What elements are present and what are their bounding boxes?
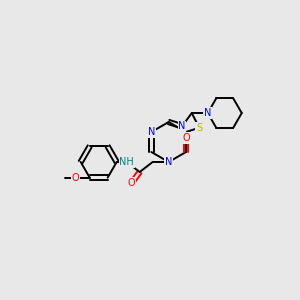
Text: NH: NH: [119, 157, 134, 167]
Text: N: N: [204, 108, 212, 118]
Text: O: O: [128, 178, 136, 188]
Text: S: S: [196, 123, 203, 133]
Text: O: O: [72, 172, 80, 183]
Text: N: N: [165, 157, 172, 167]
Text: N: N: [148, 127, 155, 137]
Text: N: N: [178, 121, 186, 131]
Text: O: O: [182, 133, 190, 143]
